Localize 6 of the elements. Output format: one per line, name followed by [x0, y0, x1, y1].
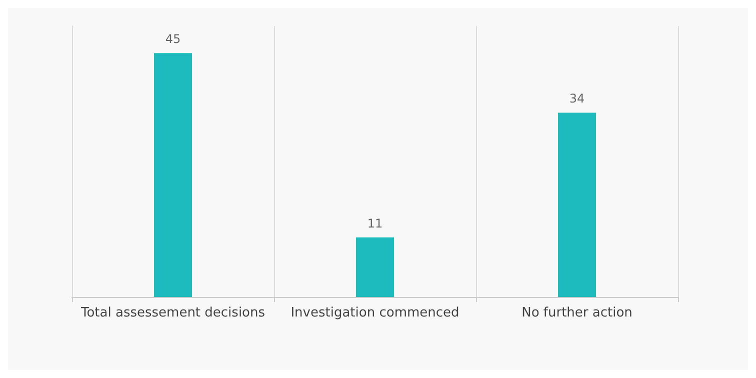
x-tick-label: No further action [522, 306, 632, 320]
data-label: 34 [569, 92, 585, 106]
data-label: 11 [367, 216, 383, 230]
data-label: 45 [165, 32, 181, 46]
x-tick-label: Total assessement decisions [80, 306, 266, 320]
x-tick-label: Investigation commenced [290, 306, 460, 320]
